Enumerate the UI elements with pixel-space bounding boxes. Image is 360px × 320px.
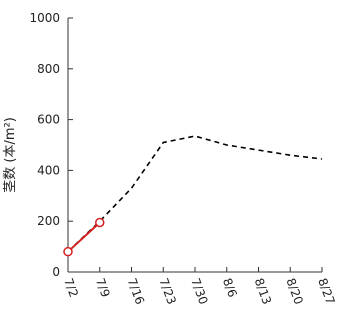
x-tick-label: 8/6 <box>220 276 240 299</box>
x-tick-label: 7/30 <box>188 276 210 306</box>
x-tick-label: 7/2 <box>61 276 81 299</box>
y-axis-label: 茎数 (本/m²) <box>3 117 18 193</box>
y-tick-label: 400 <box>37 163 60 177</box>
x-tick-label: 7/16 <box>125 276 147 306</box>
data-point-marker <box>63 246 73 257</box>
y-tick-label: 1000 <box>29 11 60 25</box>
x-tick-label: 8/20 <box>283 276 305 306</box>
x-tick-label: 8/13 <box>252 276 274 306</box>
y-tick-label: 800 <box>37 62 60 76</box>
x-tick-label: 7/23 <box>156 276 178 306</box>
series-line-dashed <box>67 135 323 253</box>
series-layer <box>63 135 323 257</box>
data-point-marker <box>95 217 105 228</box>
y-tick-label: 600 <box>37 113 60 127</box>
y-tick-label: 200 <box>37 214 60 228</box>
axes: 0 200 400 600 800 1000 7/2 7/9 7/16 7/23 7/30 8/6 8/… <box>29 11 337 306</box>
y-tick-label: 0 <box>52 265 60 279</box>
x-tick-label: 7/9 <box>93 276 113 299</box>
series-line-solid <box>67 221 101 253</box>
x-tick-label: 8/27 <box>315 276 337 306</box>
